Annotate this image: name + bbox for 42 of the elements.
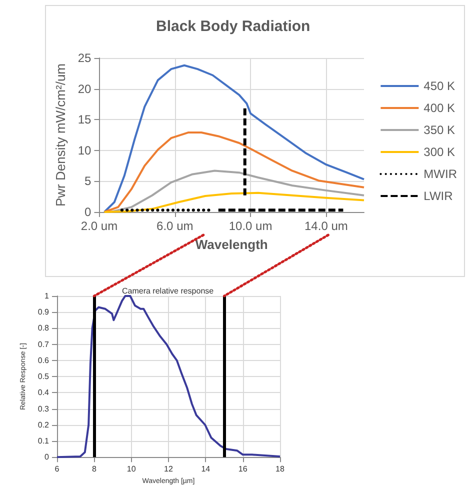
legend-label: LWIR [424, 189, 454, 203]
x-tick-label: 2.0 um [80, 219, 118, 233]
y-tick-label: 10 [78, 143, 92, 158]
y-tick-label: 0 [44, 452, 50, 462]
y-tick-label: 25 [78, 51, 92, 65]
y-tick-label: 0.6 [38, 356, 50, 365]
x-tick-label: 16 [238, 464, 248, 474]
x-tick-label: 18 [276, 464, 285, 474]
x-tick-label: 14 [201, 464, 211, 474]
legend-label: MWIR [424, 167, 458, 181]
x-tick-label: 14.0 um [304, 219, 348, 233]
y-tick-label: 0.3 [38, 404, 50, 414]
y-tick-label: 0.8 [38, 324, 50, 333]
legend-label: 400 K [424, 101, 456, 115]
x-tick-label: 10 [126, 464, 136, 474]
x-tick-label: 10.0 um [228, 219, 272, 233]
chart-title: Black Body Radiation [156, 18, 310, 35]
y-tick-label: 0 [84, 205, 92, 219]
x-axis-title: Wavelength [195, 237, 268, 252]
y-axis-title: Pwr Density mW/cm²/um [53, 64, 68, 206]
legend-label: 350 K [424, 123, 456, 137]
y-tick-label: 0.2 [38, 420, 50, 430]
x-tick-label: 6.0 um [156, 219, 194, 233]
y-tick-label: 0.1 [38, 436, 50, 446]
x-tick-label: 6 [54, 464, 60, 474]
y-tick-label: 0.9 [38, 308, 50, 317]
y-tick-label: 1 [44, 292, 50, 300]
y-tick-label: 0.5 [38, 372, 50, 382]
y-tick-label: 20 [78, 82, 92, 96]
line-series [103, 132, 365, 213]
legend-label: 300 K [424, 145, 456, 159]
y-tick-label: 0.7 [38, 340, 50, 349]
y-tick-label: 15 [78, 112, 92, 127]
chart-title: Camera relative response [122, 286, 214, 296]
y-tick-label: 5 [84, 174, 92, 188]
line-series [103, 64, 365, 213]
legend-label: 450 K [424, 79, 456, 93]
y-tick-label: 0.4 [38, 388, 50, 398]
x-tick-label: 12 [164, 464, 174, 474]
x-tick-label: 8 [92, 464, 97, 474]
line-series [110, 170, 365, 213]
line-series [103, 192, 365, 213]
